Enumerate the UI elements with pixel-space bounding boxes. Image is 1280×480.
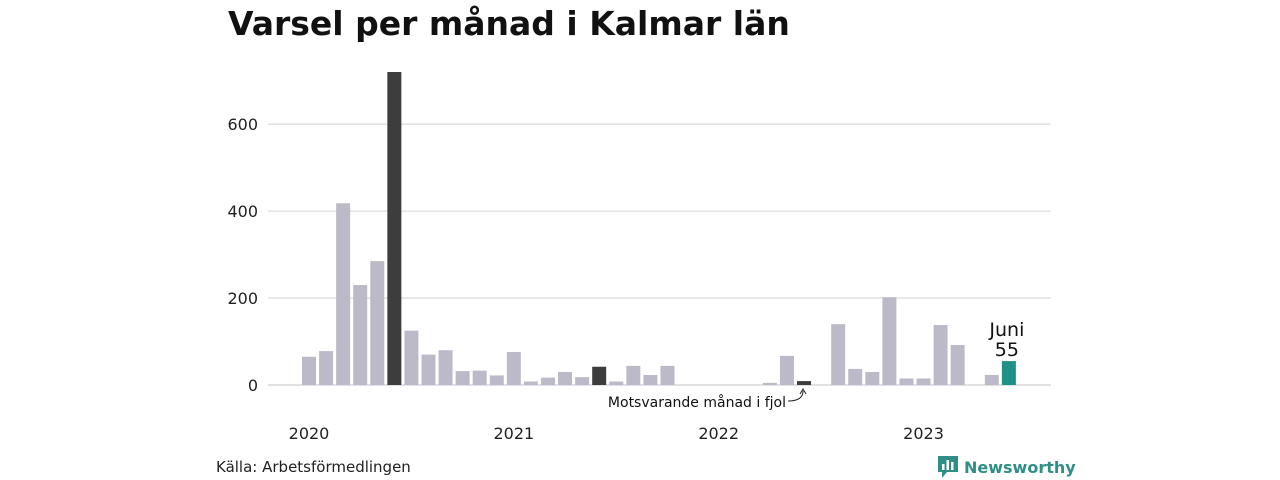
last-year-label: Motsvarande månad i fjol xyxy=(608,394,786,411)
bar-2020-07 xyxy=(404,330,419,385)
last-year-arrowhead xyxy=(799,388,807,395)
bar-2020-01 xyxy=(302,356,316,385)
brand[interactable]: Newsworthy xyxy=(938,456,1076,478)
bar-2023-02 xyxy=(933,325,948,385)
current-value-label: 55 xyxy=(995,339,1019,361)
bar-2020-09 xyxy=(438,350,453,385)
bar-2020-02 xyxy=(319,351,334,385)
bar-2021-05 xyxy=(575,377,590,385)
bar-2021-09 xyxy=(643,375,658,385)
bar-2022-05 xyxy=(779,355,794,385)
bar-2022-11 xyxy=(882,297,897,385)
bar-2020-04 xyxy=(353,285,368,385)
bar-2021-10 xyxy=(660,365,675,385)
bar-2022-06 xyxy=(797,381,812,385)
x-tick-label: 2020 xyxy=(289,424,330,443)
x-tick-label: 2022 xyxy=(698,424,739,443)
bar-2023-03 xyxy=(950,345,965,385)
y-axis-labels: 0 200 400 600 xyxy=(227,115,258,395)
x-tick-label: 2021 xyxy=(493,424,534,443)
bar-2021-08 xyxy=(626,365,641,385)
bars xyxy=(302,72,1016,385)
bar-2020-06 xyxy=(387,72,402,385)
chart-title: Varsel per månad i Kalmar län xyxy=(228,4,790,43)
bar-2023-05 xyxy=(984,375,999,385)
bar-2022-10 xyxy=(865,371,880,385)
bar-2021-07 xyxy=(609,381,624,385)
bar-2021-01 xyxy=(506,351,521,385)
bar-2021-06 xyxy=(592,366,607,385)
bar-2020-11 xyxy=(472,370,487,385)
bar-2021-03 xyxy=(540,377,555,385)
x-axis-labels: 2020 2021 2022 2023 xyxy=(289,424,944,443)
bar-2021-02 xyxy=(523,381,538,385)
y-tick-label: 600 xyxy=(227,115,258,134)
bar-2020-10 xyxy=(455,371,470,385)
bar-2020-03 xyxy=(336,203,351,385)
y-tick-label: 400 xyxy=(227,202,258,221)
y-tick-label: 0 xyxy=(248,376,258,395)
bar-2023-06 xyxy=(1001,361,1016,385)
grid-lines xyxy=(268,123,1051,386)
source-label: Källa: Arbetsförmedlingen xyxy=(216,458,411,476)
bar-2022-12 xyxy=(899,378,914,385)
bar-2023-01 xyxy=(916,378,931,385)
bar-2022-04 xyxy=(762,382,777,385)
last-year-arrow xyxy=(787,390,804,402)
x-tick-label: 2023 xyxy=(903,424,944,443)
bar-2022-09 xyxy=(848,368,863,385)
bar-2020-05 xyxy=(370,261,385,385)
bar-2020-12 xyxy=(489,375,504,385)
y-tick-label: 200 xyxy=(227,289,258,308)
bar-2021-04 xyxy=(558,371,573,385)
brand-name: Newsworthy xyxy=(964,457,1076,477)
newsworthy-logo-icon xyxy=(938,456,958,478)
current-month-label: Juni xyxy=(988,319,1024,341)
bar-2020-08 xyxy=(421,354,436,385)
bar-2022-08 xyxy=(831,324,846,385)
